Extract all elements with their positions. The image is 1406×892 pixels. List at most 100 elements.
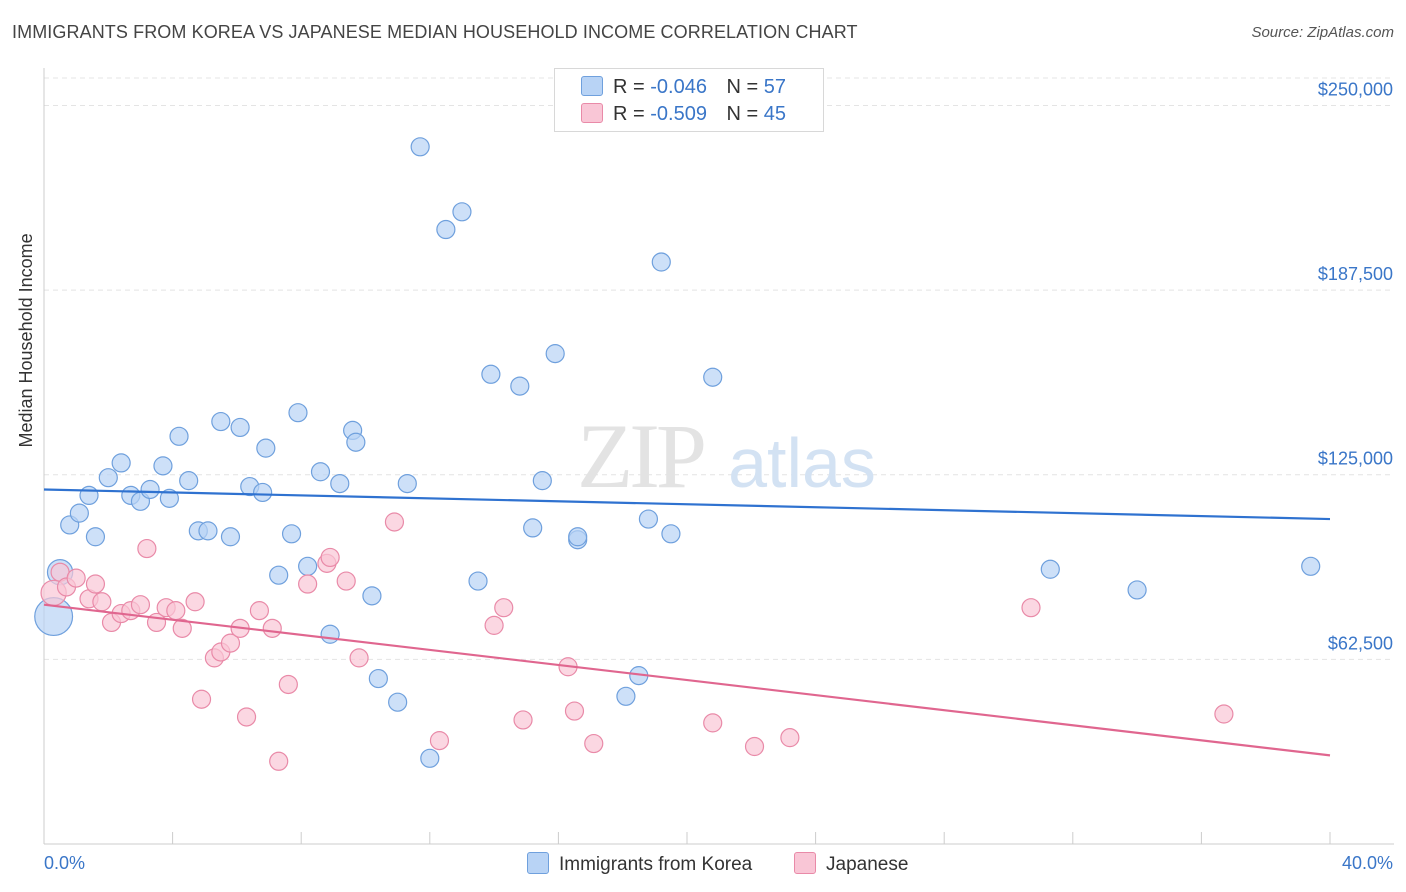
y-tick-label: $250,000: [1318, 79, 1393, 99]
data-point: [310, 462, 331, 482]
y-axis-label: Median Household Income: [16, 233, 36, 448]
data-point: [638, 509, 659, 529]
legend-n-value: 45: [763, 103, 787, 125]
data-point: [481, 364, 501, 384]
legend-r-label: R =: [613, 103, 645, 125]
data-point: [1021, 598, 1041, 618]
data-point: [69, 503, 89, 523]
data-point: [744, 736, 765, 757]
data-point: [1040, 559, 1060, 579]
legend-n-value: 57: [763, 76, 787, 98]
chart-title: IMMIGRANTS FROM KOREA VS JAPANESE MEDIAN…: [12, 22, 858, 42]
data-point: [397, 473, 417, 494]
bottom-legend-swatch-korea: [527, 852, 549, 874]
y-tick-labels: $62,500 $125,000 $187,500 $250,000: [1318, 79, 1393, 653]
data-point: [278, 674, 298, 695]
data-point: [85, 574, 106, 594]
data-point: [153, 456, 173, 476]
legend-r-label: R =: [613, 76, 645, 98]
data-point: [140, 479, 160, 500]
data-point: [420, 748, 440, 768]
data-point: [330, 473, 350, 494]
data-point: [410, 137, 430, 157]
source-label: Source: ZipAtlas.com: [1251, 24, 1394, 41]
data-point: [179, 471, 199, 491]
data-point: [568, 527, 588, 547]
data-point: [236, 707, 257, 727]
data-point: [130, 595, 151, 615]
y-tick-label: $62,500: [1328, 633, 1393, 653]
data-point: [137, 538, 157, 559]
data-point: [211, 411, 231, 432]
legend-row-japanese: R = -0.509 N = 45: [581, 103, 786, 127]
data-point: [169, 426, 189, 446]
data-point: [429, 731, 450, 751]
data-point: [220, 527, 241, 547]
data-point: [220, 633, 241, 653]
data-point: [564, 701, 585, 721]
legend-row-korea: R = -0.046 N = 57: [581, 76, 786, 100]
data-point: [468, 571, 488, 591]
watermark-zip: ZIP: [577, 405, 704, 507]
data-point: [1127, 580, 1147, 600]
data-point: [510, 376, 530, 396]
data-point: [346, 432, 366, 452]
data-point: [703, 713, 723, 733]
bottom-legend-korea: Immigrants from Korea: [527, 852, 752, 876]
data-point: [191, 689, 212, 709]
stats-legend: R = -0.046 N = 57 R = -0.509 N = 45: [554, 68, 824, 132]
data-point: [388, 692, 408, 712]
data-point: [532, 471, 552, 491]
data-point: [661, 524, 681, 544]
legend-r-value: -0.509: [650, 103, 707, 125]
data-point: [288, 403, 308, 423]
data-point: [253, 482, 273, 503]
trend-lines: [43, 488, 1331, 757]
data-point: [66, 568, 86, 588]
data-point: [484, 615, 504, 635]
series-korea-points: [34, 137, 1321, 768]
watermark: ZIP atlas: [577, 405, 876, 507]
bottom-legend-label: Japanese: [826, 854, 909, 875]
data-point: [230, 417, 250, 438]
data-point: [92, 592, 112, 612]
legend-r-value: -0.046: [650, 76, 707, 98]
data-point: [336, 571, 356, 591]
trend-line-1: [43, 603, 1331, 757]
data-point: [780, 728, 800, 748]
data-point: [452, 202, 472, 222]
data-point: [703, 367, 723, 387]
data-point: [1214, 704, 1234, 724]
data-point: [256, 438, 276, 458]
data-point: [85, 527, 106, 547]
data-point: [320, 624, 340, 644]
axes: [43, 68, 1394, 845]
data-point: [545, 344, 565, 364]
y-tick-label: $187,500: [1318, 264, 1393, 284]
watermark-atlas: atlas: [728, 424, 876, 502]
data-point: [185, 592, 205, 612]
data-point: [320, 547, 340, 568]
data-point: [298, 556, 318, 576]
data-point: [298, 574, 318, 594]
data-point: [436, 219, 456, 240]
data-point: [513, 710, 533, 730]
legend-swatch-japanese: [581, 103, 603, 123]
data-point: [262, 618, 282, 638]
data-point: [198, 521, 218, 541]
data-point: [159, 488, 179, 508]
data-point: [349, 648, 369, 668]
data-point: [269, 565, 289, 585]
data-point: [584, 733, 604, 754]
data-point: [523, 518, 543, 538]
legend-swatch-korea: [581, 76, 603, 96]
series-japanese-points: [40, 512, 1234, 771]
data-point: [651, 252, 671, 272]
data-point: [281, 524, 302, 544]
data-point: [98, 468, 118, 488]
data-point: [172, 618, 192, 638]
legend-n-label: N =: [726, 76, 759, 98]
data-point: [616, 686, 636, 706]
trend-line-0: [43, 488, 1331, 521]
